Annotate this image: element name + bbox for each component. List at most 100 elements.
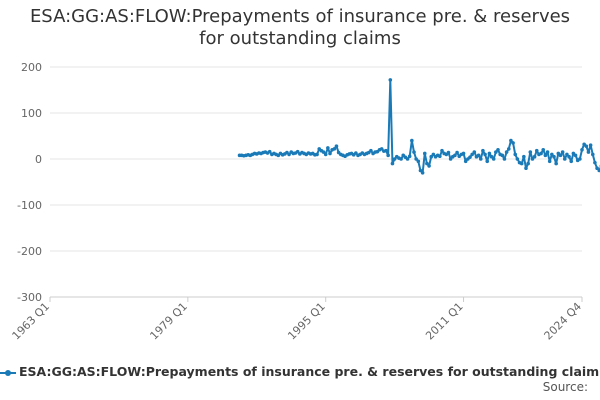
data-point (392, 157, 397, 161)
grid-lines (50, 66, 582, 298)
data-point (522, 154, 526, 159)
x-tick-label: 2011 Q1 (423, 300, 466, 343)
data-point (494, 150, 498, 154)
data-point (354, 151, 358, 155)
data-point (399, 157, 403, 161)
axes (49, 296, 583, 302)
data-point (580, 148, 584, 152)
data-point (412, 150, 416, 154)
data-point (369, 148, 373, 153)
data-point (569, 159, 574, 164)
data-point (593, 160, 597, 165)
series-line (239, 78, 600, 174)
data-point (541, 148, 546, 152)
data-point (485, 159, 490, 164)
x-tick-label: 1963 Q1 (10, 300, 53, 343)
data-point (552, 154, 556, 159)
data-point (554, 161, 558, 166)
data-point (295, 149, 300, 154)
data-point (590, 152, 595, 157)
data-point (455, 150, 459, 155)
data-point (326, 146, 330, 150)
data-point (323, 152, 328, 157)
data-point (384, 148, 388, 153)
y-tick-label: -200 (17, 245, 42, 258)
x-tick-label: 2024 Q4 (542, 300, 585, 343)
data-point (588, 143, 593, 147)
data-point (472, 150, 477, 154)
data-point (562, 157, 567, 161)
data-point (528, 150, 533, 154)
data-point (502, 157, 507, 161)
data-point (504, 150, 509, 154)
data-point (595, 166, 599, 170)
data-point (509, 138, 513, 143)
data-point (500, 153, 505, 158)
data-point (491, 157, 496, 161)
data-point (414, 157, 418, 161)
data-point (390, 161, 395, 166)
data-point (515, 157, 520, 161)
data-point (470, 152, 474, 157)
data-point (532, 154, 537, 159)
data-point (427, 164, 431, 168)
x-tick-label: 1995 Q1 (285, 300, 328, 343)
data-point (481, 148, 485, 153)
data-point (267, 149, 272, 154)
y-tick-label: 0 (35, 153, 42, 166)
x-tick-label: 1979 Q1 (147, 300, 190, 343)
data-point (463, 159, 468, 164)
chart-title-line-1: ESA:GG:AS:FLOW:Prepayments of insurance … (29, 6, 571, 27)
series-points (237, 78, 600, 175)
data-point (438, 154, 442, 159)
data-point (379, 147, 384, 151)
data-point (547, 159, 552, 164)
data-point (597, 168, 600, 173)
data-point (386, 153, 390, 158)
data-point (586, 150, 591, 154)
data-point (558, 153, 563, 158)
data-point (506, 147, 511, 151)
data-point (565, 152, 569, 157)
data-point (418, 168, 423, 173)
data-point (461, 151, 466, 156)
data-point (543, 153, 548, 158)
data-point (315, 152, 319, 157)
data-point (405, 157, 410, 161)
series-layer (237, 78, 600, 175)
source-label: Source: (542, 380, 588, 394)
data-point (545, 150, 550, 154)
data-point (431, 152, 436, 157)
data-point (476, 153, 481, 158)
data-point (448, 157, 453, 161)
data-point (334, 144, 339, 148)
data-point (446, 150, 451, 155)
data-point (534, 148, 539, 153)
chart-title-line-2: for outstanding claims (199, 28, 401, 49)
data-point (550, 152, 554, 157)
data-point (453, 153, 457, 158)
data-point (496, 148, 500, 152)
data-point (573, 153, 578, 158)
data-point (422, 151, 427, 156)
data-point (429, 154, 434, 159)
data-point (526, 161, 530, 166)
data-point (560, 150, 565, 154)
data-point (483, 152, 487, 157)
legend-label: ESA:GG:AS:FLOW:Prepayments of insurance … (19, 364, 600, 379)
legend[interactable]: ESA:GG:AS:FLOW:Prepayments of insurance … (0, 364, 600, 379)
data-point (416, 159, 421, 164)
data-point (440, 148, 444, 153)
data-point (524, 166, 528, 170)
data-point (425, 161, 429, 166)
data-point (328, 151, 332, 156)
y-tick-label: -300 (17, 291, 42, 304)
data-point (332, 147, 337, 151)
data-point (468, 155, 472, 159)
data-point (578, 157, 582, 161)
data-point (489, 154, 494, 159)
data-point (478, 157, 483, 161)
data-point (511, 141, 515, 145)
